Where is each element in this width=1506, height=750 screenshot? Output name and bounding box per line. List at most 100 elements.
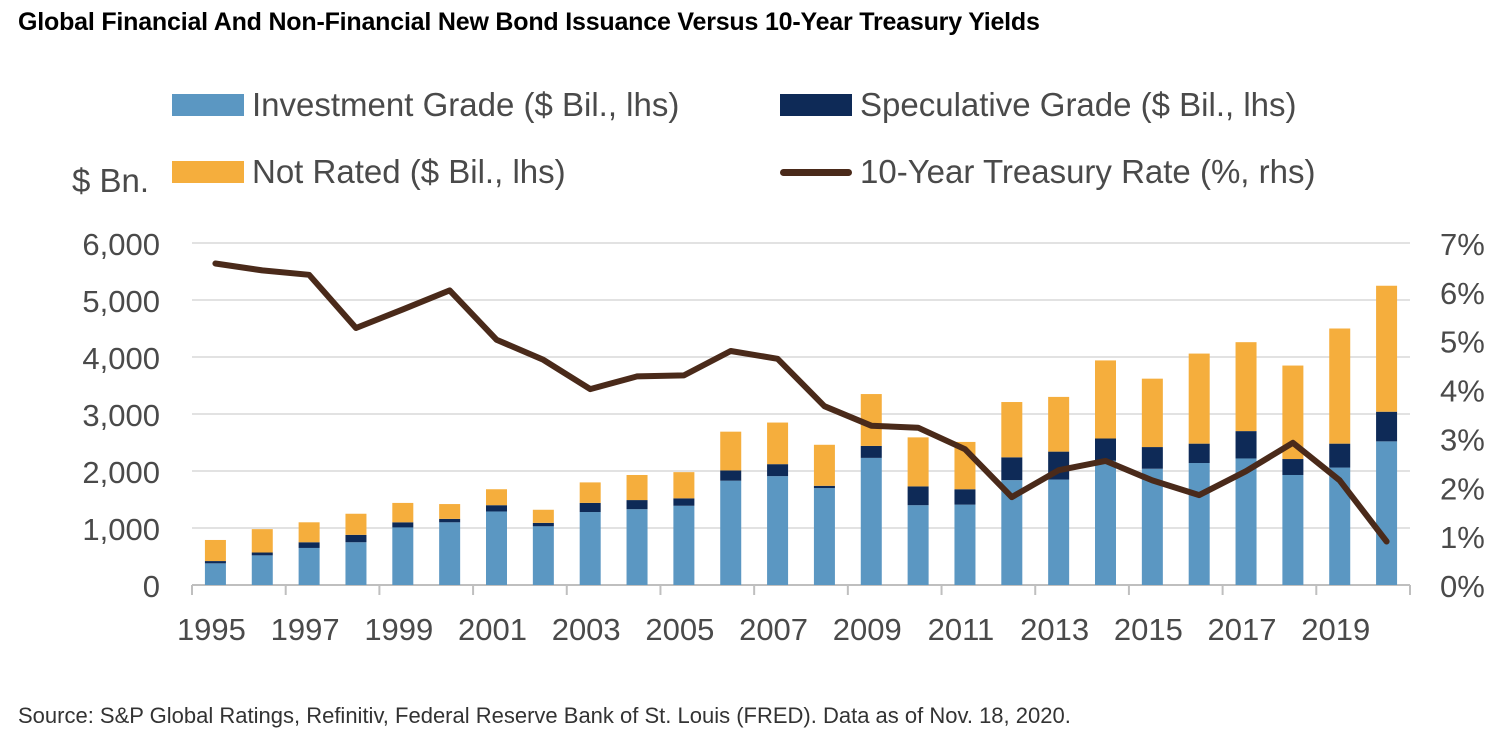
bar-not-rated [1329,328,1351,444]
y-left-tick-label: 0 [143,569,160,604]
bar-not-rated [392,502,414,523]
bar-speculative-grade [813,485,835,489]
legend-label-treasury-rate: 10-Year Treasury Rate (%, rhs) [860,153,1316,190]
bar-not-rated [204,539,226,562]
bar-investment-grade [532,526,554,585]
bar-investment-grade [1376,441,1398,585]
chart-title: Global Financial And Non-Financial New B… [18,8,1040,36]
left-axis-unit-label: $ Bn. [72,162,150,199]
bar-investment-grade [345,542,367,585]
bar-not-rated [1282,365,1304,460]
bar-investment-grade [907,505,929,585]
bar-not-rated [1095,360,1116,439]
bar-speculative-grade [1282,459,1304,475]
bar-not-rated [626,474,648,501]
legend-item-treasury-rate: 10-Year Treasury Rate (%, rhs) [780,153,1315,191]
bar-not-rated [532,509,554,523]
bar-speculative-grade [860,445,882,458]
legend-item-speculative-grade: Speculative Grade ($ Bil., lhs) [780,86,1297,124]
bar-not-rated [251,529,273,553]
bar-investment-grade [1235,458,1257,585]
bar-speculative-grade [673,498,695,506]
bar-not-rated [1141,378,1163,448]
bar-investment-grade [392,527,414,585]
x-tick-label: 1995 [177,612,246,647]
y-right-tick-label: 2% [1440,471,1485,506]
bar-investment-grade [767,476,789,585]
x-tick-label: 2015 [1114,612,1183,647]
legend-label-investment-grade: Investment Grade ($ Bil., lhs) [252,86,680,123]
x-tick-label: 2019 [1301,612,1370,647]
y-left-tick-label: 3,000 [82,398,160,433]
bar-speculative-grade [626,500,648,510]
bar-investment-grade [1001,480,1023,585]
legend-swatch-treasury-rate [780,168,852,176]
y-left-tick-label: 5,000 [82,284,160,319]
bar-not-rated [439,504,461,519]
x-tick-label: 2013 [1020,612,1089,647]
y-left-tick-label: 2,000 [82,455,160,490]
bar-investment-grade [1141,468,1163,585]
x-tick-label: 2003 [552,612,621,647]
bar-speculative-grade [251,552,273,556]
legend-label-speculative-grade: Speculative Grade ($ Bil., lhs) [860,86,1297,123]
bar-speculative-grade [204,561,226,564]
bar-not-rated [767,422,789,465]
bar-not-rated [1188,353,1210,444]
bar-not-rated [1001,402,1023,458]
bar-investment-grade [1095,460,1116,585]
bar-not-rated [579,482,601,503]
bar-speculative-grade [439,518,461,523]
bar-speculative-grade [345,534,367,543]
bar-not-rated [345,513,367,535]
bar-speculative-grade [954,489,976,505]
bar-speculative-grade [1141,447,1163,469]
bar-investment-grade [204,563,226,585]
legend-item-not-rated: Not Rated ($ Bil., lhs) [172,153,566,191]
y-left-tick-label: 4,000 [82,341,160,376]
legend-label-not-rated: Not Rated ($ Bil., lhs) [252,153,566,190]
bar-speculative-grade [907,486,929,506]
x-tick-label: 2005 [645,612,714,647]
bar-investment-grade [813,488,835,585]
y-right-tick-label: 6% [1440,276,1485,311]
bar-not-rated [1048,396,1070,452]
y-right-tick-label: 1% [1440,520,1485,555]
bar-investment-grade [1282,474,1304,585]
bar-investment-grade [579,512,601,585]
bar-not-rated [1376,285,1398,412]
legend-item-investment-grade: Investment Grade ($ Bil., lhs) [172,86,679,124]
bar-speculative-grade [1376,411,1398,442]
bar-speculative-grade [486,505,507,512]
bar-investment-grade [720,480,742,585]
bar-speculative-grade [1001,457,1023,481]
line-treasury-rate [212,260,1390,545]
legend-swatch-speculative-grade [780,94,852,116]
bar-speculative-grade [579,502,601,513]
bar-investment-grade [298,547,320,585]
bar-speculative-grade [767,464,789,477]
y-left-tick-label: 1,000 [82,512,160,547]
bar-speculative-grade [1235,431,1257,459]
bar-speculative-grade [532,522,554,527]
bar-investment-grade [1048,479,1070,585]
bar-investment-grade [860,457,882,585]
x-tick-label: 2011 [928,612,995,647]
bar-speculative-grade [1329,443,1351,468]
x-tick-label: 2017 [1208,612,1277,647]
bar-not-rated [860,394,882,446]
bar-investment-grade [954,504,976,585]
bar-investment-grade [1188,463,1210,585]
bar-not-rated [673,472,695,499]
bar-not-rated [298,522,320,543]
x-tick-label: 2009 [833,612,902,647]
bar-not-rated [486,489,507,506]
x-tick-label: 1999 [364,612,433,647]
source-note: Source: S&P Global Ratings, Refinitiv, F… [18,703,1071,728]
bar-speculative-grade [1188,443,1210,464]
y-right-tick-label: 3% [1440,422,1485,457]
bar-not-rated [720,431,742,471]
bar-speculative-grade [1095,438,1116,461]
y-right-tick-label: 4% [1440,374,1485,409]
